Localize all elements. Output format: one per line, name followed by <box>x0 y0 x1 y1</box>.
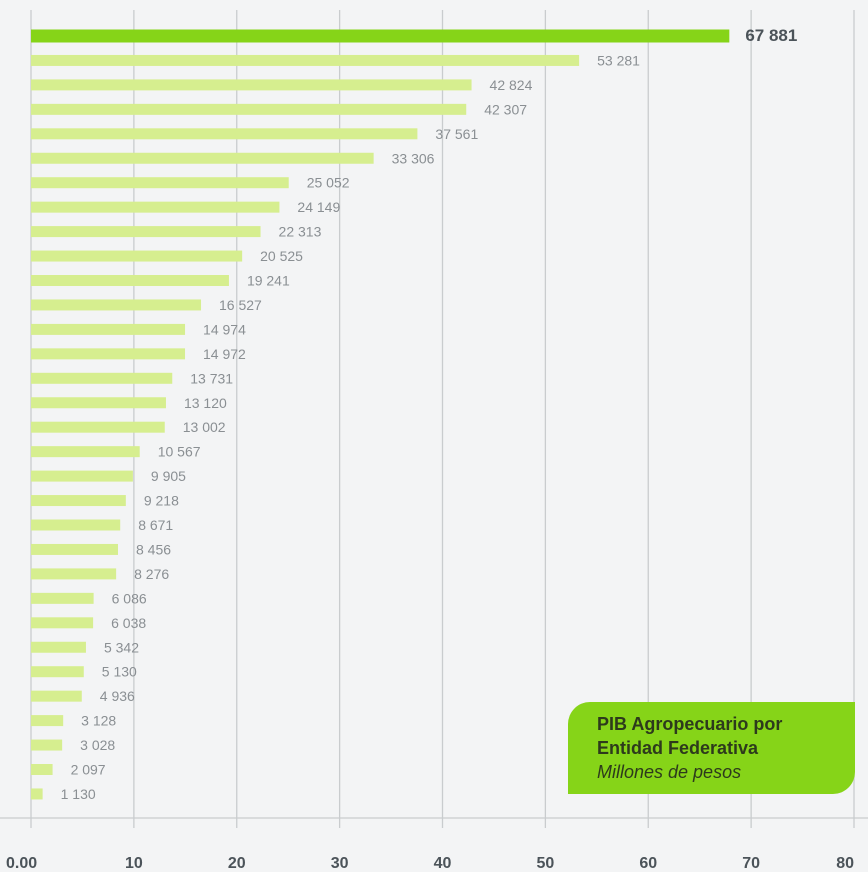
bar <box>31 397 166 409</box>
bar-value-label: 6 086 <box>112 590 147 606</box>
bar-value-label: 53 281 <box>597 52 640 68</box>
x-tick-label: 70 <box>742 855 760 872</box>
bar-value-label: 5 130 <box>102 664 137 680</box>
legend-unit: Millones de pesos <box>597 762 742 782</box>
bar-value-label: 13 120 <box>184 395 227 411</box>
bar-value-label: 3 128 <box>81 713 116 729</box>
bar <box>31 641 86 653</box>
bar-value-label: 6 038 <box>111 615 146 631</box>
bar-value-label: 42 307 <box>484 101 527 117</box>
bar-value-label: 3 028 <box>80 737 115 753</box>
bar-value-label: 19 241 <box>247 273 290 289</box>
bar <box>31 519 121 531</box>
bar-value-label: 16 527 <box>219 297 262 313</box>
bar <box>31 54 580 66</box>
bar <box>31 788 43 800</box>
x-tick-label: 20 <box>228 855 246 872</box>
bars <box>31 29 730 800</box>
bar-value-label: 1 130 <box>61 786 96 802</box>
x-tick-label: 50 <box>536 855 554 872</box>
bar <box>31 128 418 140</box>
bar-value-label: 5 342 <box>104 639 139 655</box>
bar-value-label: 8 671 <box>138 517 173 533</box>
bar-value-label: 13 002 <box>183 419 226 435</box>
bar <box>31 348 186 360</box>
x-tick-label: 30 <box>331 855 349 872</box>
bar <box>31 323 186 335</box>
bar-value-label: 25 052 <box>307 175 350 191</box>
bar-value-label: 14 974 <box>203 321 246 337</box>
legend-title-line2: Entidad Federativa <box>597 738 759 758</box>
bar <box>31 495 126 507</box>
legend-box: PIB Agropecuario por Entidad Federativa … <box>568 702 855 794</box>
bar <box>31 739 63 751</box>
bar <box>31 568 117 580</box>
bar-value-label: 4 936 <box>100 688 135 704</box>
bar-value-label: 14 972 <box>203 346 246 362</box>
bar <box>31 592 94 604</box>
x-tick-label: 60 <box>639 855 657 872</box>
bar <box>31 666 84 678</box>
bar <box>31 250 243 262</box>
bar <box>31 690 82 702</box>
x-axis-ticks: 0.00 10 20 30 40 50 60 70 80 <box>6 855 854 872</box>
bar <box>31 29 730 43</box>
bar-value-label: 37 561 <box>435 126 478 142</box>
bar <box>31 152 374 164</box>
bar-value-label: 10 567 <box>158 444 201 460</box>
bar <box>31 543 118 555</box>
bar <box>31 617 94 629</box>
bar-value-label: 42 824 <box>490 77 533 93</box>
bar-value-label: 22 313 <box>279 224 322 240</box>
bar <box>31 372 173 384</box>
bar-value-label: 67 881 <box>745 26 797 45</box>
grid-lines <box>0 10 868 828</box>
x-tick-label: 40 <box>434 855 452 872</box>
bar-value-label: 2 097 <box>71 762 106 778</box>
bar <box>31 421 165 433</box>
bar <box>31 764 53 775</box>
bar-value-label: 9 218 <box>144 493 179 509</box>
bar-value-label: 33 306 <box>392 150 435 166</box>
bar <box>31 103 467 115</box>
bar-value-label: 13 731 <box>190 370 233 386</box>
bar <box>31 299 202 311</box>
x-tick-label: 80 <box>836 855 854 872</box>
bar <box>31 275 229 286</box>
bar <box>31 201 280 213</box>
bar <box>31 715 64 727</box>
bar-value-label: 20 525 <box>260 248 303 264</box>
bar-value-label: 8 456 <box>136 541 171 557</box>
x-tick-label: 0.00 <box>6 855 37 872</box>
legend-title-line1: PIB Agropecuario por <box>597 714 783 734</box>
bar <box>31 177 289 189</box>
bar <box>31 226 261 238</box>
bar <box>31 470 133 482</box>
bar-value-label: 9 905 <box>151 468 186 484</box>
bar <box>31 446 140 458</box>
bar <box>31 79 472 91</box>
bar-value-label: 24 149 <box>297 199 340 215</box>
bar-value-label: 8 276 <box>134 566 169 582</box>
x-tick-label: 10 <box>125 855 143 872</box>
